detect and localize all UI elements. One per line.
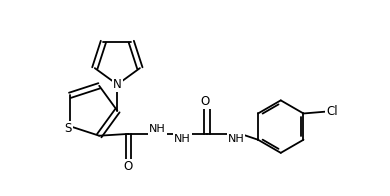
- Text: NH: NH: [149, 124, 166, 134]
- Text: NH: NH: [227, 134, 244, 144]
- Text: NH: NH: [174, 134, 191, 144]
- Text: Cl: Cl: [326, 105, 338, 118]
- Text: O: O: [124, 160, 133, 173]
- Text: O: O: [201, 95, 210, 108]
- Text: N: N: [113, 78, 122, 91]
- Text: S: S: [64, 122, 72, 134]
